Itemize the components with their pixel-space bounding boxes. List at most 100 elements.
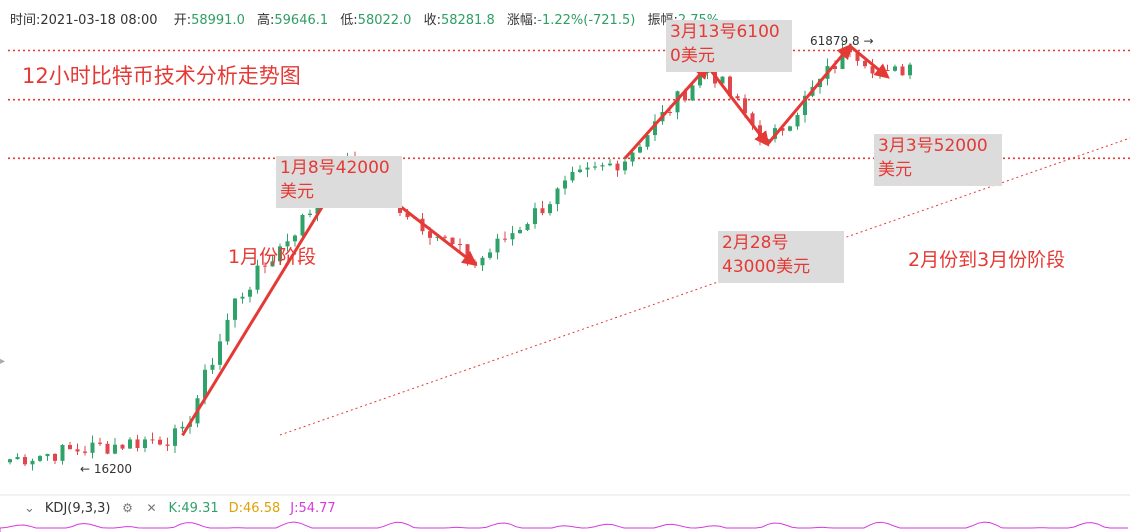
kdj-j-line: [0, 521, 1128, 532]
candle-body: [540, 208, 545, 214]
candle-body: [113, 444, 117, 454]
candle-body: [563, 180, 567, 189]
candle-body: [683, 91, 687, 101]
candle-body: [788, 126, 792, 131]
candle-body: [203, 369, 207, 399]
candle-body: [525, 224, 530, 230]
time-value: 2021-03-18 08:00: [40, 13, 158, 28]
candle-body: [210, 364, 215, 370]
kdj-k-value: K:49.31: [168, 500, 219, 516]
high-marker-value: 61879.8: [810, 34, 860, 48]
candle-body: [750, 113, 755, 126]
candle-body: [503, 238, 507, 240]
candle-body: [83, 451, 87, 453]
candle-body: [300, 214, 305, 236]
candle-body: [128, 439, 132, 449]
trend-arrow-6: [849, 44, 890, 79]
candle-body: [218, 341, 222, 365]
candle-body: [45, 453, 50, 457]
candle-body: [135, 439, 140, 448]
candle-body: [90, 442, 95, 453]
trend-arrow-3: [623, 63, 710, 160]
kdj-j-value: J:54.77: [290, 500, 336, 516]
candle-body: [255, 265, 260, 290]
kdj-name: KDJ(9,3,3): [44, 500, 111, 516]
candle-body: [833, 66, 837, 69]
candle-body: [233, 298, 237, 320]
candle-body: [585, 167, 590, 170]
trend-arrow-1: [181, 162, 350, 437]
candle-body: [15, 457, 20, 460]
annotation-mar13: 3月13号6100 0美元: [666, 20, 792, 72]
close-label: 收:: [423, 13, 441, 28]
candle-body: [803, 95, 807, 116]
annotation-jan8: 1月8号42000 美元: [276, 156, 402, 208]
candle-body: [623, 161, 627, 171]
annotation-mar3: 3月3号52000 美元: [874, 134, 1002, 186]
candle-body: [443, 236, 447, 238]
candle-body: [743, 98, 747, 114]
candle-body: [518, 229, 522, 234]
panel-collapse-handle[interactable]: ▸: [0, 356, 6, 367]
candle-body: [143, 439, 147, 448]
candle-body: [735, 96, 740, 99]
candle-body: [885, 70, 890, 72]
close-icon[interactable]: ✕: [146, 501, 157, 515]
candle-body: [428, 231, 432, 238]
candle-body: [720, 76, 725, 84]
high-marker-label: 61879.8 →: [810, 34, 874, 48]
low-label: 低:: [340, 13, 358, 28]
candle-body: [435, 236, 440, 238]
candle-body: [630, 152, 635, 162]
ohlc-header: 时间:2021-03-18 08:00 开:58991.0 高:59646.1 …: [10, 9, 727, 28]
open-value: 58991.0: [191, 13, 245, 28]
kdj-d-value: D:46.58: [228, 500, 281, 516]
high-value: 59646.1: [274, 13, 329, 28]
candle-body: [893, 66, 897, 71]
phase-label-jan: 1月份阶段: [228, 246, 317, 268]
candle-body: [150, 439, 155, 441]
close-value: 58281.8: [440, 13, 495, 28]
candle-body: [638, 146, 642, 153]
candle-body: [780, 128, 785, 131]
candle-body: [8, 459, 12, 463]
settings-gear-icon[interactable]: ⚙: [122, 501, 133, 515]
collapse-chevron-icon[interactable]: ⌄: [24, 500, 35, 516]
phase-label-feb-mar: 2月份到3月份阶段: [908, 249, 1066, 271]
candle-body: [908, 64, 912, 76]
high-label: 高:: [256, 13, 275, 28]
candle-body: [578, 169, 582, 173]
candle-body: [263, 265, 267, 267]
candle-body: [75, 449, 80, 452]
candle-body: [315, 204, 320, 214]
candle-body: [900, 66, 905, 76]
kdj-indicator-bar: ⌄ KDJ(9,3,3) ⚙ ✕ K:49.31 D:46.58 J:54.77: [0, 497, 1130, 519]
candle-body: [458, 244, 462, 246]
candle-body: [488, 252, 492, 258]
candle-body: [173, 428, 177, 446]
candle-body: [60, 445, 65, 461]
candle-body: [450, 237, 455, 245]
candle-body: [293, 235, 297, 242]
candle-body: [405, 212, 410, 218]
candle-body: [23, 457, 27, 465]
candle-body: [308, 213, 312, 215]
candle-body: [68, 445, 72, 450]
candle-body: [870, 66, 875, 74]
candle-body: [728, 76, 732, 97]
candle-body: [510, 233, 515, 240]
candle-body: [225, 319, 230, 342]
candle-body: [285, 241, 290, 247]
open-label: 开:: [173, 13, 192, 28]
candle-body: [248, 289, 252, 297]
candle-body: [53, 453, 57, 461]
candle-body: [120, 444, 125, 449]
candle-body: [105, 443, 110, 454]
annotation-feb28: 2月28号 43000美元: [718, 231, 844, 283]
candle-body: [593, 166, 597, 168]
candle-body: [608, 163, 612, 166]
candle-body: [653, 121, 657, 136]
candle-body: [690, 85, 695, 101]
